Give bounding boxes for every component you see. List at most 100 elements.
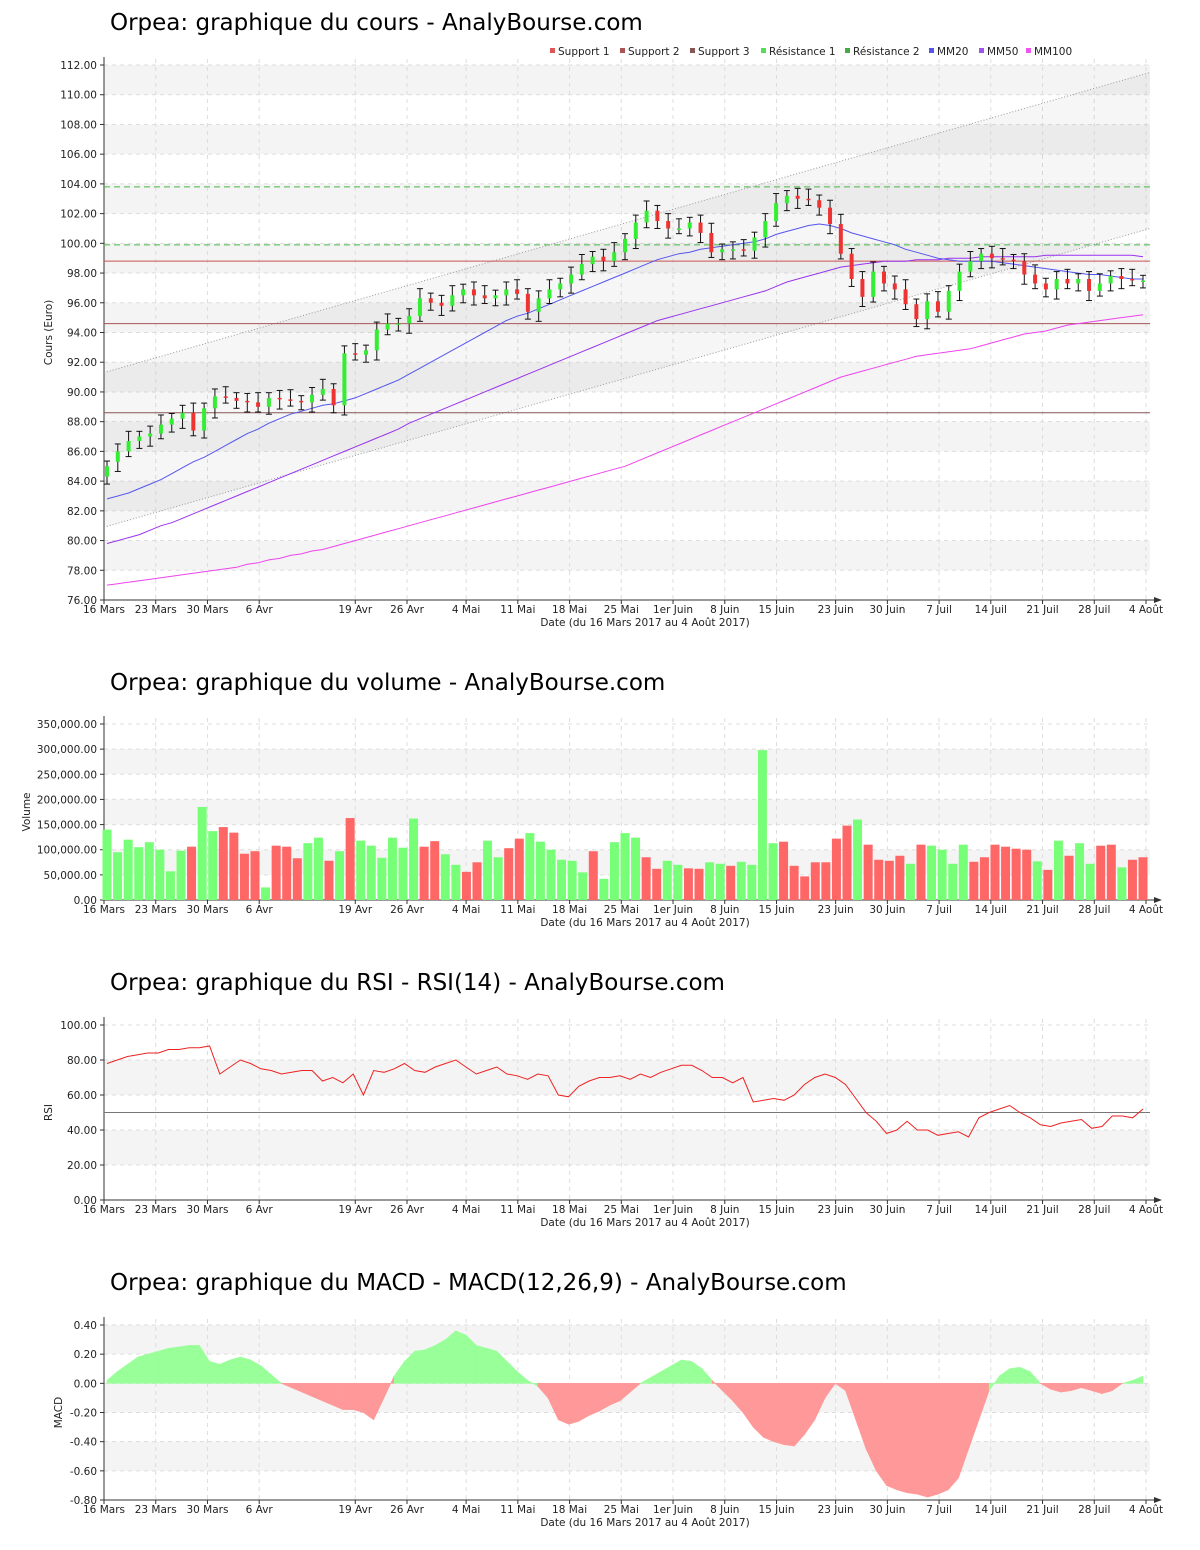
macd-area-segment [363,1383,374,1421]
macd-area-segment [116,1363,128,1384]
rsi-chart-panel: Orpea: graphique du RSI - RSI(14) - Anal… [0,940,1200,1240]
macd-area-segment [917,1383,928,1498]
candle-body [752,237,757,251]
volume-bar [673,864,683,900]
y-tick-label: 300,000.00 [37,744,97,756]
volume-bar [853,819,863,900]
candle-body [515,289,520,294]
candle-body [137,436,142,441]
candle-body [439,302,444,306]
volume-bar [535,841,545,900]
x-tick-label: 21 Juil [1026,1504,1058,1516]
x-tick-label: 26 Avr [390,904,424,916]
candle-body [299,400,304,403]
candle-body [169,418,174,425]
plot-band [104,1441,1150,1471]
y-tick-label: 0.00 [74,1195,97,1207]
macd-area-segment [824,1383,836,1399]
candle-body [1141,280,1145,282]
x-tick-label: 23 Mars [135,1204,177,1216]
x-tick-label: 19 Avr [338,1204,372,1216]
macd-area-segment [670,1359,682,1384]
candle-body [223,396,228,398]
candle-body [590,256,595,265]
volume-bar [958,844,968,900]
x-tick-label: 8 Juin [710,904,739,916]
macd-area-segment [968,1383,980,1450]
macd-area-segment [752,1383,764,1439]
y-axis-label: Volume [21,792,33,831]
macd-area-segment [414,1349,426,1384]
y-tick-label: 100,000.00 [37,845,97,857]
volume-bar [514,838,524,900]
candle-body [374,329,379,351]
volume-bar [916,844,926,900]
candle-body [320,388,325,395]
x-tick-label: 23 Juin [818,604,854,616]
candle-body [396,323,401,326]
plot-band [104,183,1150,214]
x-tick-label: 30 Juin [869,1504,905,1516]
candle-body [417,298,422,317]
volume-bar [726,865,736,900]
macd-area-segment [1122,1380,1134,1384]
volume-bar [1127,859,1137,900]
x-tick-label: 30 Juin [869,604,905,616]
x-tick-label: 30 Juin [869,1204,905,1216]
macd-area-segment [773,1383,785,1445]
volume-chart-svg: 0.00 50,000.00 100,000.00 150,000.00 200,000… [21,716,1163,929]
candle-body [407,316,412,324]
y-tick-label: 80.00 [67,536,97,548]
volume-bar [620,833,630,900]
rsi-chart-svg: 0.00 20.00 40.00 60.00 80.00 100.00 16 Mars 23 … [43,1017,1163,1229]
x-tick-label: 11 Mai [500,1204,535,1216]
volume-bar [387,837,397,900]
volume-bar [324,860,334,900]
volume-bar [588,851,598,900]
candle-body [364,350,368,355]
volume-bar [874,859,884,900]
x-tick-label: 25 Mai [604,1504,639,1516]
x-tick-label: 4 Mai [452,904,480,916]
x-tick-label: 6 Avr [246,904,274,916]
y-tick-label: 250,000.00 [37,769,97,781]
y-tick-label: 0.00 [74,895,97,907]
y-tick-label: 96.00 [67,298,97,310]
volume-bar [335,851,345,900]
candle-body [989,253,994,259]
candle-body [720,249,725,253]
volume-bar [1096,845,1106,900]
x-tick-label: 4 Août [1129,604,1163,616]
volume-bar [652,868,662,900]
volume-bar [609,842,619,900]
volume-bar [757,750,767,900]
x-tick-label: 30 Mars [186,1204,228,1216]
candle-body [817,200,822,208]
plot-band [104,1060,1150,1095]
legend-label: Résistance 1 [769,46,836,58]
x-axis-label: Date (du 16 Mars 2017 au 4 Août 2017) [540,617,749,629]
candle-body [838,224,843,254]
macd-area-segment [660,1365,672,1384]
macd-area-segment [373,1383,385,1420]
candle-body [310,394,315,403]
x-tick-label: 11 Mai [500,1504,535,1516]
volume-bar [905,863,915,900]
macd-area-segment [906,1383,918,1495]
candle-body [234,397,239,401]
candle-body [266,397,271,407]
candle-body [428,298,433,303]
macd-area-segment [516,1371,528,1384]
x-tick-label: 4 Août [1129,1204,1163,1216]
x-tick-label: 28 Juil [1078,1504,1110,1516]
y-tick-label: 86.00 [67,446,97,458]
volume-bar [567,860,577,900]
x-tick-label: 21 Juil [1026,904,1058,916]
x-tick-label: 8 Juin [710,1504,739,1516]
x-tick-label: 11 Mai [500,604,535,616]
x-tick-label: 4 Mai [452,1204,480,1216]
volume-bar [409,818,419,900]
volume-bar [345,818,355,900]
candle-body [644,210,649,223]
macd-area-segment [896,1383,908,1494]
